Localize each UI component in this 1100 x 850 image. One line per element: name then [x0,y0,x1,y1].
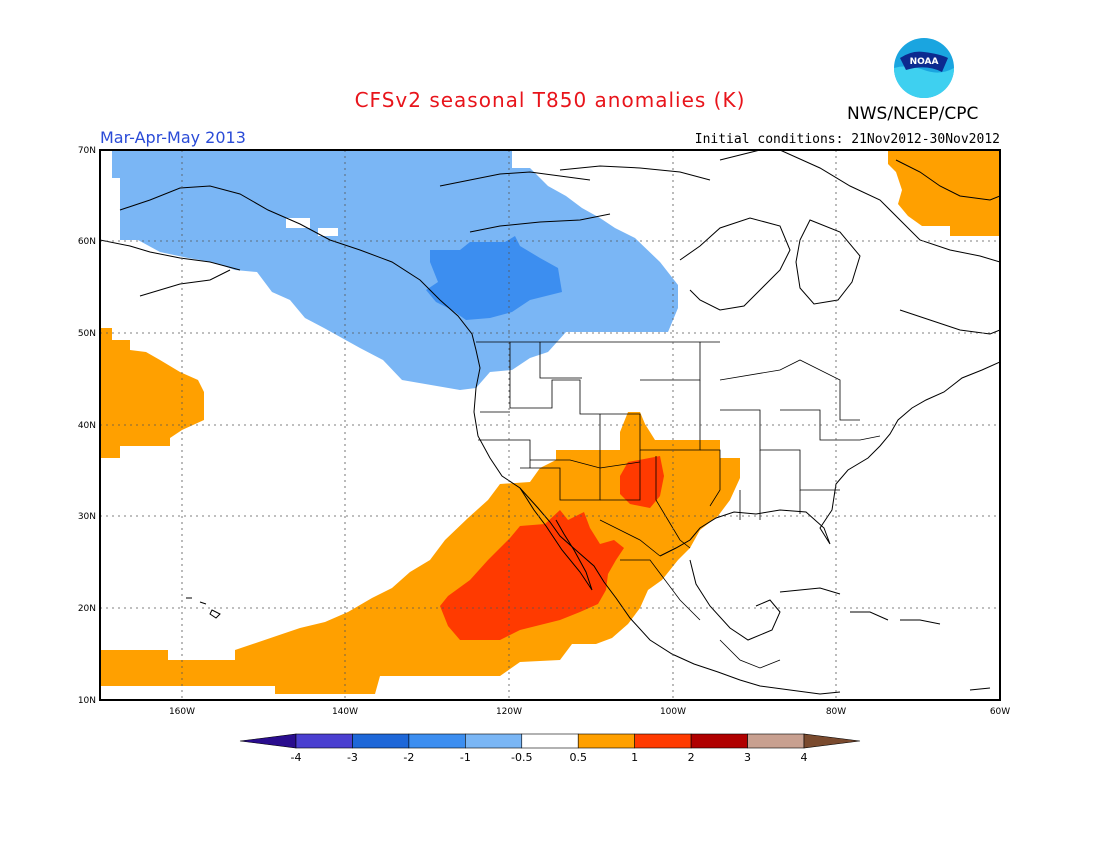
lon-label: 80W [826,707,846,717]
lat-label: 60N [78,237,96,247]
latitude-axis: 70N 60N 50N 40N 30N 20N 10N [78,146,96,706]
color-legend: -4 -3 -2 -1 -0.5 0.5 1 2 3 4 [239,733,861,764]
positive-anomaly-pacific [100,328,204,458]
legend-swatch [747,733,805,749]
positive-anomaly-area [100,412,740,694]
lon-label: 100W [660,707,686,717]
legend-swatch [577,733,635,749]
coastlines [100,150,1000,695]
legend-label: 2 [688,751,695,764]
lon-label: 60W [990,707,1010,717]
agency-label: NWS/NCEP/CPC [847,104,979,124]
season-label: Mar-Apr-May 2013 [100,128,246,147]
legend-label: -3 [347,751,358,764]
legend-swatch [690,733,748,749]
noaa-logo-icon: NOAA [894,38,954,98]
lat-label: 50N [78,329,96,339]
longitude-axis: 160W 140W 120W 100W 80W 60W [169,707,1010,717]
legend-swatch [352,733,410,749]
lon-label: 120W [496,707,522,717]
lon-label: 160W [169,707,195,717]
legend-swatch [803,733,861,749]
figure-title: CFSv2 seasonal T850 anomalies (K) [354,88,746,112]
lat-label: 40N [78,421,96,431]
lat-lon-grid [100,150,1000,700]
logo-text: NOAA [910,57,939,67]
strong-positive-anomaly-area [440,510,624,640]
legend-label: 0.5 [569,751,587,764]
legend-label: -4 [291,751,302,764]
legend-swatch [295,733,353,749]
legend-label: -0.5 [511,751,532,764]
lat-label: 30N [78,512,96,522]
legend-swatch [521,733,579,749]
legend-swatch [408,733,466,749]
lat-label: 70N [78,146,96,156]
positive-anomaly-northeast [888,150,1000,236]
map-frame [99,149,1001,701]
legend-swatch [239,733,297,749]
legend-swatch [465,733,523,749]
legend-label: 1 [631,751,638,764]
political-boundaries [476,341,881,669]
initial-conditions-label: Initial conditions: 21Nov2012-30Nov2012 [694,132,1000,147]
legend-label: 3 [744,751,751,764]
legend-label: -2 [403,751,414,764]
lat-label: 10N [78,696,96,706]
strong-positive-anomaly-texas [620,456,664,508]
legend-label: -1 [460,751,471,764]
strong-negative-anomaly-area [426,236,562,320]
lat-label: 20N [78,604,96,614]
legend-label: 4 [801,751,808,764]
legend-swatch [634,733,692,749]
lon-label: 140W [332,707,358,717]
negative-anomaly-area [112,150,678,390]
